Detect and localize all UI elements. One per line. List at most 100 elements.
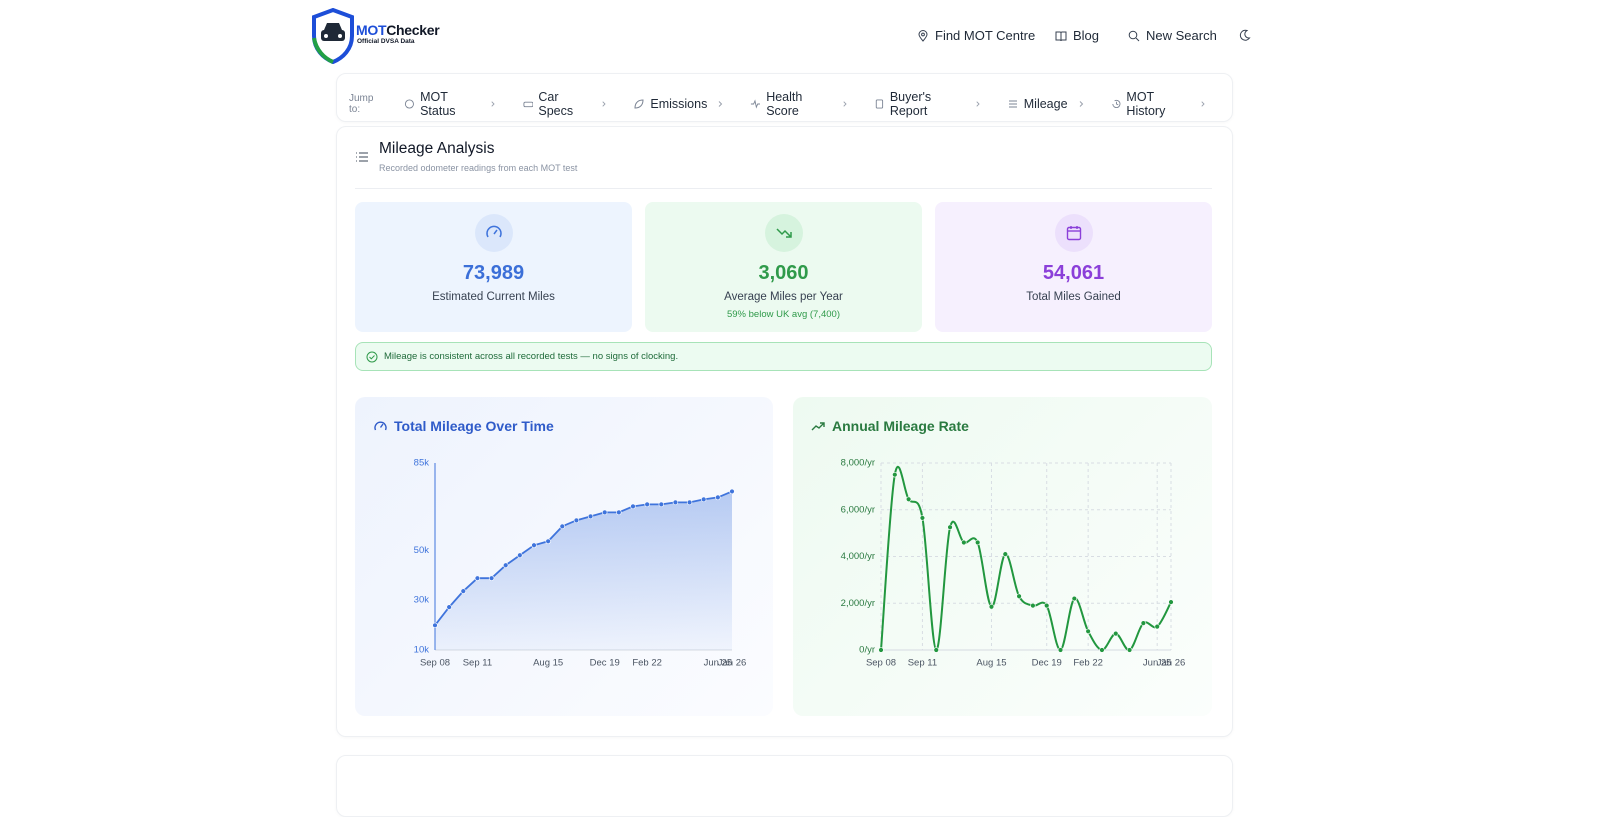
point [1044,602,1050,609]
jump-bar: Jump to: MOT Status Car Specs Emissions Hea… [336,73,1233,122]
jump-icon [1111,99,1121,108]
stat-label: Average Miles per Year [724,291,843,303]
moon-icon [1239,29,1251,41]
point [531,542,537,548]
theme-toggle[interactable] [1238,29,1251,47]
stat-icon [474,214,513,252]
chevron [602,101,606,107]
jump-link[interactable]: MOT Status [404,90,496,118]
charts: 10k 30k 50k 85k Sep 08 Sep 11 Aug 15 Dec 19 Feb … [414,458,1186,669]
x-tick-label: Aug 15 [533,658,563,669]
point [1126,647,1133,653]
stat-icon [764,214,803,252]
jump-text: Mileage [1023,97,1068,111]
jump-link[interactable]: MOT History [1111,90,1206,118]
stat-card: 54,061 Total Miles Gained [935,202,1212,332]
x-tick-label: Jun 25 [704,658,733,669]
trend-icon [811,421,825,430]
point [432,622,438,629]
point [919,515,926,521]
point [974,539,981,546]
point [446,604,452,610]
x-tick-label: Sep 11 [463,658,492,669]
point [715,494,721,501]
x-tick-label: Feb 22 [1073,658,1103,669]
jump-icon [522,101,533,108]
chart-heading: Total Mileage Over Time [373,418,554,434]
nav-find[interactable]: Find MOT Centre [917,28,1035,43]
jump-text: MOT Status [420,90,456,118]
y-tick-label: 8,000/yr [841,458,875,469]
chart-heading: Annual Mileage Rate [811,418,969,434]
check-icon [366,351,378,362]
jump-text: Buyer's Report [889,90,932,118]
jump-link[interactable]: Mileage [1007,97,1085,111]
x-tick-label: Jan 26 [1157,658,1186,669]
stat-value: 73,989 [462,262,525,284]
point [1168,599,1174,605]
point [602,509,608,516]
y-tick-label: 30k [414,595,430,606]
logo-shield [312,7,354,65]
y-tick-label: 4,000/yr [841,551,875,562]
x-tick-label: Dec 19 [1032,658,1062,669]
x-tick-label: Aug 15 [976,658,1006,669]
point [559,523,565,530]
logo[interactable] [311,7,355,69]
jump-link[interactable]: Buyer's Report [874,90,981,118]
point [933,647,939,653]
point [672,499,679,506]
point [488,575,495,581]
point [1085,628,1091,634]
point [658,501,664,508]
y-tick-label: 85k [414,458,430,469]
jump-link[interactable]: Car Specs [522,90,608,118]
stat-label: Estimated Current Miles [432,291,555,303]
point [1002,551,1008,557]
nav-search[interactable]: New Search [1128,28,1217,43]
nav-label: Find MOT Centre [935,28,1036,43]
point [573,517,580,524]
jump-link[interactable]: Health Score [750,90,848,118]
point [517,552,523,558]
point [1030,602,1036,609]
brand-main: MOT [356,22,387,38]
nav-blog[interactable]: Blog [1055,28,1099,43]
point [616,509,622,516]
point [474,575,481,581]
jump-link[interactable]: Emissions [633,97,724,111]
nav-label: New Search [1146,28,1217,43]
y-tick-label: 6,000/yr [841,504,875,515]
y-tick-label: 10k [414,645,430,656]
x-tick-label: Sep 08 [866,658,896,669]
point [701,496,707,503]
point [1016,593,1022,599]
section-title: Mileage Analysis [379,140,495,157]
point [905,496,912,502]
y-tick-label: 2,000/yr [841,598,875,609]
jump-icon [634,99,644,109]
jump-text: Car Specs [538,90,574,118]
point [988,604,995,610]
point [460,588,466,594]
point [892,471,898,478]
section-subtitle: Recorded odometer readings from each MOT… [379,163,578,173]
x-tick-label: Jun 25 [1143,658,1172,669]
x-tick-label: Dec 19 [590,658,620,669]
chevron [491,101,495,107]
chevron [1079,101,1083,107]
point [1099,647,1105,653]
stat-icon [1054,214,1093,252]
chevron [1201,101,1205,107]
point [878,647,884,653]
chevron [843,101,847,107]
point [686,499,693,506]
jump-list: Jump to: MOT Status Car Specs Emissions Hea… [349,90,1232,118]
point [587,513,594,520]
jump-icon [405,99,415,109]
brand: MOTChecker [356,22,440,38]
point [545,538,551,544]
area [435,491,732,650]
stat-note: 59% below UK avg (7,400) [726,309,840,320]
point [961,539,967,546]
